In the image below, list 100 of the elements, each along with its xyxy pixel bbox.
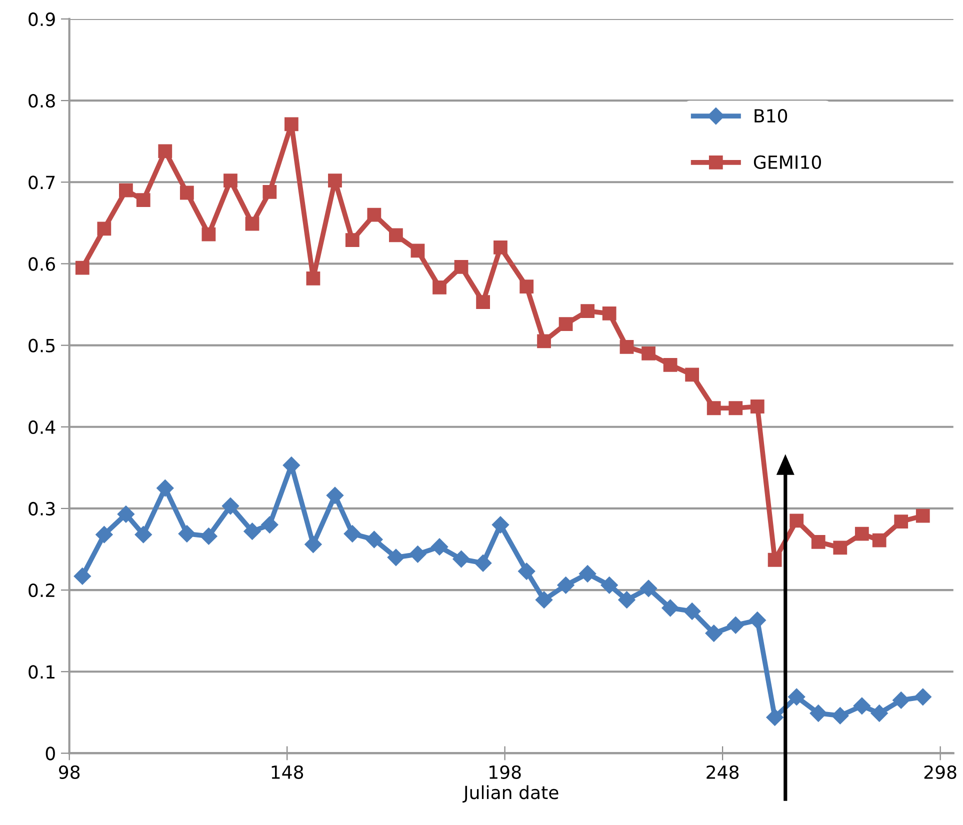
point xyxy=(156,480,174,497)
point xyxy=(97,222,112,236)
point xyxy=(872,533,886,548)
point xyxy=(134,526,152,544)
point xyxy=(748,612,766,629)
point xyxy=(367,208,382,222)
legend-label: B10 xyxy=(754,108,788,123)
y-tick-label: 0.2 xyxy=(28,584,54,598)
point xyxy=(854,526,869,541)
point xyxy=(768,552,782,567)
y-tick-label: 0.9 xyxy=(28,12,55,26)
point xyxy=(180,186,194,200)
point xyxy=(492,516,510,534)
point xyxy=(262,184,277,199)
point xyxy=(261,516,278,534)
point xyxy=(74,568,91,585)
point xyxy=(892,692,910,709)
point xyxy=(387,548,404,566)
x-tick-label: 248 xyxy=(706,765,739,780)
point xyxy=(282,456,300,474)
point xyxy=(602,306,616,320)
point xyxy=(600,576,618,594)
point xyxy=(432,280,446,294)
point xyxy=(326,486,344,504)
point xyxy=(727,616,744,634)
point xyxy=(245,216,260,231)
point xyxy=(409,546,426,563)
point xyxy=(96,526,113,544)
point xyxy=(706,401,721,416)
point xyxy=(366,530,383,548)
point xyxy=(579,565,596,582)
point xyxy=(894,514,908,528)
point xyxy=(685,368,700,382)
y-tick-label: 0 xyxy=(46,746,55,760)
point xyxy=(618,591,636,608)
point xyxy=(535,591,553,608)
legend-label: GEMI10 xyxy=(754,155,821,169)
x-tick-label: 298 xyxy=(924,765,956,780)
point xyxy=(811,534,826,549)
point xyxy=(728,401,743,416)
point xyxy=(306,271,320,286)
point xyxy=(494,240,508,254)
point xyxy=(136,193,150,208)
point xyxy=(224,174,238,188)
point xyxy=(870,704,888,722)
y-tick-label: 0.6 xyxy=(28,257,56,271)
point xyxy=(200,528,218,545)
point xyxy=(328,174,342,188)
point xyxy=(178,525,196,542)
x-tick-label: 198 xyxy=(490,765,521,780)
y-tick-label: 0.4 xyxy=(28,420,56,434)
point xyxy=(454,260,468,274)
point xyxy=(788,688,806,706)
point xyxy=(853,697,870,714)
point xyxy=(557,576,574,594)
point xyxy=(684,602,701,620)
point xyxy=(518,562,536,580)
point xyxy=(833,540,848,555)
point xyxy=(284,117,298,132)
point xyxy=(345,233,360,248)
point xyxy=(558,317,573,332)
y-tick-label: 0.8 xyxy=(28,94,55,108)
point xyxy=(410,244,425,258)
point xyxy=(662,599,679,617)
point xyxy=(790,514,804,528)
x-axis-title: Julian date xyxy=(462,785,558,803)
point xyxy=(810,704,827,722)
point xyxy=(580,304,595,318)
point xyxy=(75,260,90,275)
point xyxy=(119,183,133,198)
point xyxy=(344,525,361,542)
y-tick-label: 0.5 xyxy=(28,338,55,352)
point xyxy=(520,280,534,294)
point xyxy=(663,358,678,372)
point xyxy=(202,227,216,242)
point xyxy=(222,497,240,515)
point xyxy=(642,346,656,360)
point xyxy=(430,538,448,556)
point xyxy=(244,522,261,540)
point xyxy=(537,334,551,348)
point xyxy=(914,688,932,706)
point xyxy=(640,580,658,597)
point xyxy=(452,550,470,568)
point xyxy=(389,228,403,242)
point xyxy=(705,624,722,642)
point xyxy=(304,536,322,553)
point xyxy=(832,707,849,724)
point xyxy=(474,554,492,572)
point xyxy=(766,708,784,726)
x-tick-label: 148 xyxy=(272,765,304,780)
point xyxy=(916,508,930,523)
point xyxy=(117,506,134,523)
y-tick-label: 0.1 xyxy=(28,665,54,679)
point xyxy=(620,340,634,354)
point xyxy=(476,295,490,310)
point xyxy=(750,400,764,414)
y-tick-label: 0.7 xyxy=(28,176,55,190)
x-tick-label: 98 xyxy=(58,765,80,780)
point xyxy=(158,144,172,158)
y-tick-label: 0.3 xyxy=(28,502,55,516)
